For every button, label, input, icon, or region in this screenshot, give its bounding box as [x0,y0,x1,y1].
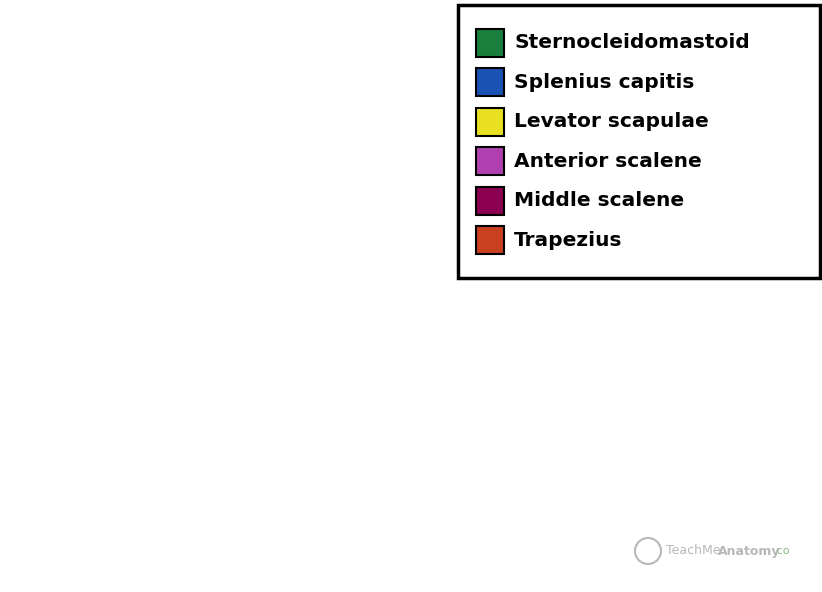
Bar [476,186,504,215]
Text: .co: .co [774,546,791,556]
Bar [476,147,504,175]
Bar [458,5,820,278]
Text: TeachMe: TeachMe [666,545,721,558]
Text: Splenius capitis: Splenius capitis [514,73,695,92]
Bar [476,29,504,57]
Text: Anterior scalene: Anterior scalene [514,152,702,170]
Bar [476,108,504,136]
Text: Middle scalene: Middle scalene [514,191,684,210]
Text: Trapezius: Trapezius [514,231,622,250]
Text: Sternocleidomastoid: Sternocleidomastoid [514,33,750,52]
Bar [476,68,504,96]
Bar [476,226,504,254]
Text: Anatomy: Anatomy [718,545,781,558]
Text: Levator scapulae: Levator scapulae [514,112,709,131]
